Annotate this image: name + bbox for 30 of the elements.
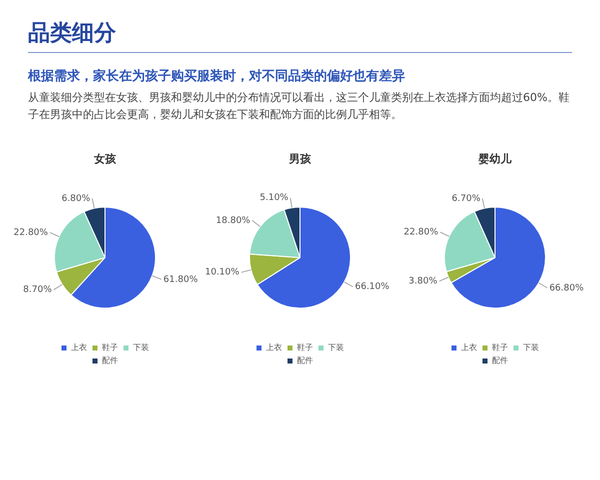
chart-title: 女孩: [93, 152, 117, 166]
data-label: 6.70%: [452, 194, 481, 204]
data-label: 18.80%: [216, 216, 251, 226]
data-label: 22.80%: [14, 228, 48, 238]
data-label: 3.80%: [408, 276, 438, 287]
legend-label: 鞋子: [297, 343, 313, 352]
legend-label: 配件: [297, 356, 313, 366]
legend-label: 上衣: [71, 343, 87, 352]
legend-label: 下装: [328, 343, 344, 352]
chart-title: 婴幼儿: [478, 152, 512, 166]
text: 品类细分: [28, 18, 572, 53]
data-label: 61.80%: [163, 274, 198, 285]
data-label: 6.80%: [62, 194, 91, 204]
legend-label: 下装: [133, 343, 149, 352]
legend-label: 鞋子: [492, 343, 508, 352]
legend-label: 鞋子: [102, 343, 118, 352]
data-label: 5.10%: [260, 193, 289, 204]
data-label: 10.10%: [205, 268, 240, 278]
chart-title: 男孩: [288, 152, 312, 166]
data-label: 66.10%: [354, 282, 390, 292]
legend-label: 下装: [523, 343, 539, 352]
data-label: 66.80%: [549, 283, 584, 294]
legend-label: 配件: [102, 356, 118, 366]
data-label: 22.80%: [404, 227, 439, 238]
text: 根据需求，家长在为孩子购买服装时，对不同品类的偏好也有差异: [28, 68, 406, 85]
text: 从童装细分类型在女孩、男孩和婴幼儿中的分布情况可以看出，这三个儿童类别在上衣选择方面均超过60%。鞋子在男孩中的占比会更高，婴幼儿和女孩在下装和配饰方面的比例几乎相等。: [28, 90, 570, 123]
data-label: 8.70%: [23, 285, 52, 296]
legend-label: 上衣: [461, 343, 477, 352]
legend-label: 配件: [492, 356, 508, 366]
legend-label: 上衣: [266, 343, 282, 352]
